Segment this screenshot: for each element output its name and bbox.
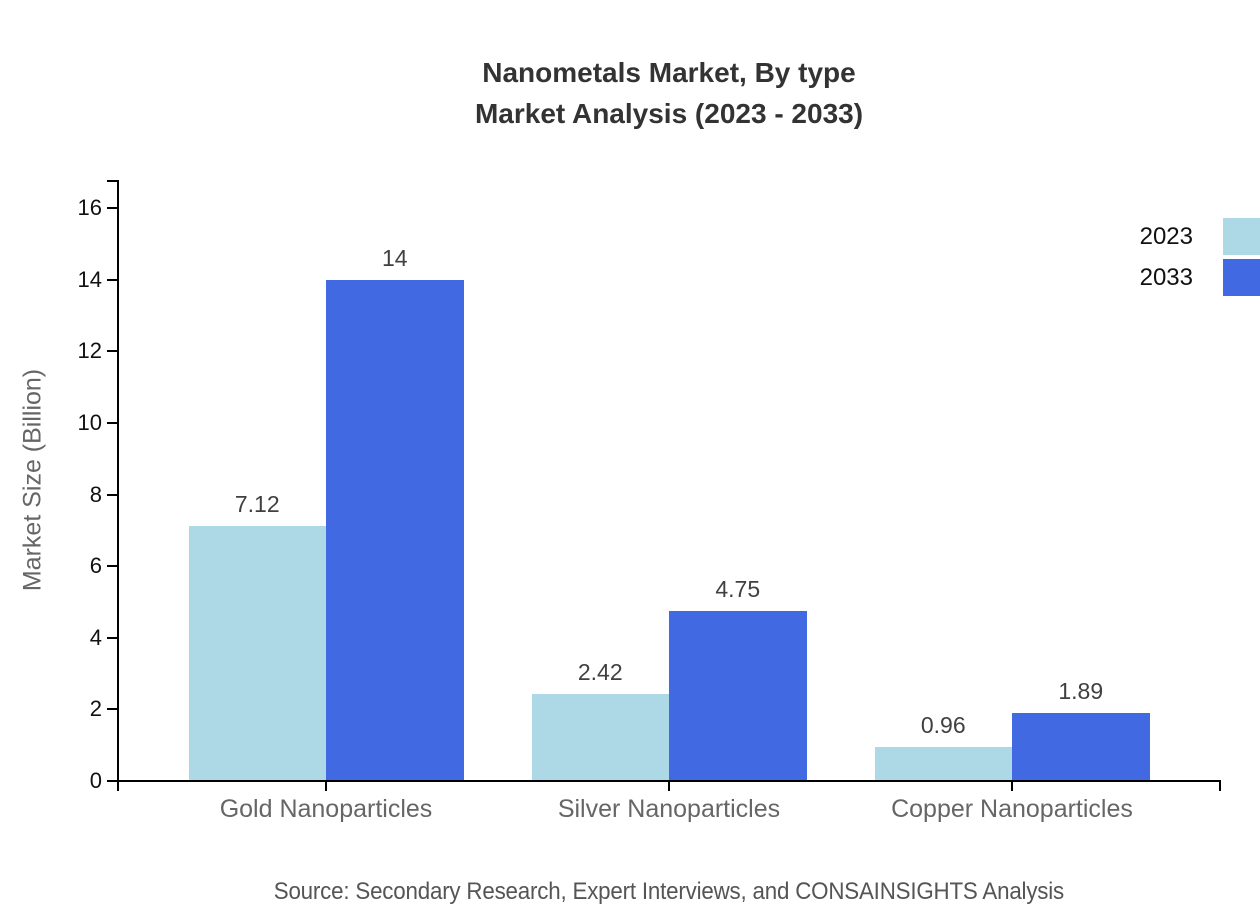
x-tick-label: Gold Nanoparticles (219, 795, 433, 823)
bar (669, 610, 807, 780)
bar (188, 526, 326, 780)
bar (326, 279, 464, 780)
legend-label: 2033 (1139, 263, 1193, 291)
x-tick-label: Copper Nanoparticles (891, 795, 1133, 823)
x-axis-outer-tick-right (1219, 781, 1221, 791)
y-axis-outer-tick (107, 180, 117, 182)
legend-item: 2023 (1140, 218, 1260, 255)
value-label: 0.96 (920, 711, 966, 738)
x-axis-tick (1011, 781, 1013, 791)
x-tick-label: Silver Nanoparticles (557, 795, 781, 823)
y-axis-tick (107, 565, 117, 568)
bar (531, 694, 669, 780)
y-axis-tick (107, 207, 117, 209)
y-tick-label: 2 (89, 696, 102, 722)
y-tick-label: 12 (77, 338, 102, 364)
y-tick-label: 4 (89, 624, 102, 650)
legend-item: 2033 (1140, 259, 1260, 296)
y-tick-label: 10 (77, 409, 102, 435)
chart-title-block: Nanometals Market, By type Market Analys… (118, 52, 1220, 134)
y-tick-label: 6 (89, 553, 102, 579)
y-tick-label: 0 (89, 768, 102, 793)
y-tick-label: 14 (77, 266, 102, 292)
y-axis-tick (107, 350, 117, 353)
bar (874, 746, 1012, 780)
chart-title: Nanometals Market, By type (482, 57, 856, 88)
value-label: 14 (381, 244, 408, 271)
source-note: Source: Secondary Research, Expert Inter… (118, 878, 1220, 906)
legend-swatch (1223, 259, 1260, 296)
legend-label: 2023 (1139, 222, 1193, 250)
value-label: 2.42 (577, 659, 623, 686)
y-axis-line (117, 180, 119, 782)
bar (1012, 713, 1150, 780)
chart-subtitle: Market Analysis (2023 - 2033) (474, 98, 864, 129)
y-axis-tick (107, 780, 117, 782)
y-axis-tick (107, 421, 117, 424)
y-axis-tick (107, 708, 117, 711)
y-tick-label: 8 (89, 481, 102, 507)
y-axis-tick (107, 278, 117, 281)
x-axis-tick (325, 781, 327, 791)
value-label: 7.12 (234, 491, 280, 517)
x-axis-outer-tick-left (117, 781, 119, 791)
y-axis-tick (107, 636, 117, 639)
y-tick-label: 16 (77, 195, 102, 220)
legend-swatch (1223, 218, 1260, 255)
value-label: 4.75 (715, 575, 761, 602)
y-axis-tick (107, 493, 117, 496)
x-axis-tick (668, 781, 670, 791)
source-note-text: Source: Secondary Research, Expert Inter… (273, 878, 1065, 905)
value-label: 1.89 (1058, 678, 1104, 705)
legend: 2023 2033 (1140, 218, 1260, 296)
